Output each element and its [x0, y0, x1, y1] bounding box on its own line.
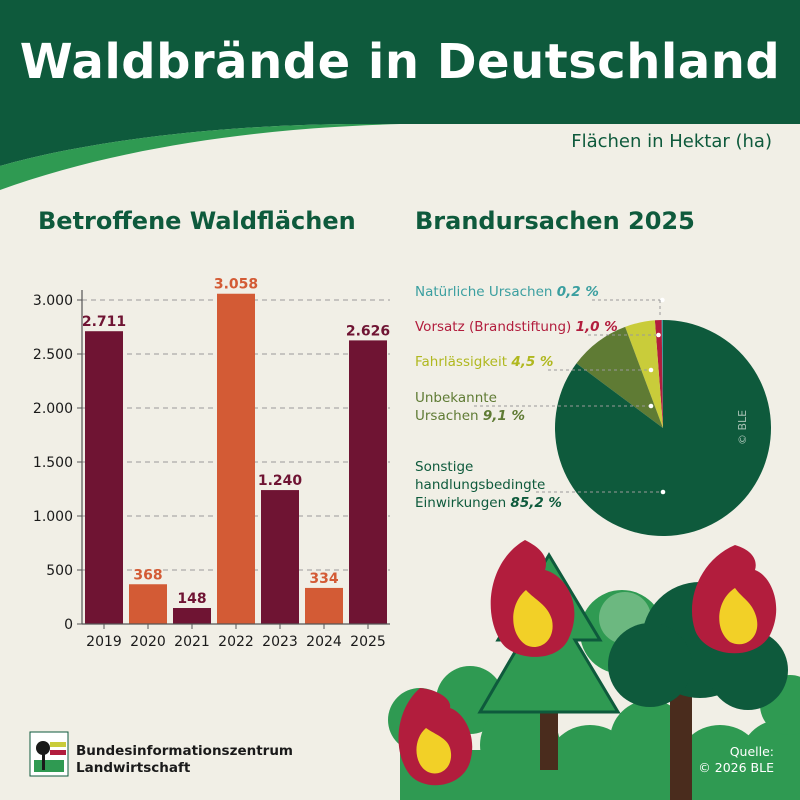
bar-value-label: 3.058 [214, 277, 258, 293]
bar-value-label: 2.711 [82, 314, 126, 330]
flame-icon [490, 540, 575, 657]
page-title: Waldbrände in Deutschland [19, 34, 781, 90]
bar-2023 [261, 490, 299, 624]
watermark: © BLE [736, 409, 749, 445]
leader-dot [648, 403, 654, 409]
y-tick-label: 3.000 [33, 293, 73, 309]
y-tick-label: 0 [64, 617, 73, 633]
source-credit: Quelle: © 2026 BLE [698, 744, 774, 775]
pie-chart-title: Brandursachen 2025 [415, 207, 695, 235]
y-tick-label: 1.500 [33, 455, 73, 471]
bar-2019 [85, 331, 123, 624]
x-tick-label: 2023 [262, 634, 298, 650]
pie-slice-4 [555, 320, 772, 536]
bar-value-label: 148 [177, 591, 206, 607]
flame-icon [398, 688, 473, 786]
bar-2021 [173, 608, 211, 624]
bar-2020 [129, 584, 167, 624]
bar-2024 [305, 587, 343, 624]
org-name: Bundesinformationszentrum Landwirtschaft [76, 743, 294, 776]
legend-item-natural: Natürliche Ursachen 0,2 % [415, 284, 599, 300]
legend-item-other: Sonstige handlungsbedingte Einwirkungen … [415, 459, 562, 511]
leader-dot [656, 332, 661, 338]
bar-2025 [349, 340, 387, 624]
y-tick-label: 1.000 [33, 509, 73, 525]
unit-subtitle: Flächen in Hektar (ha) [571, 131, 772, 152]
x-tick-label: 2019 [86, 634, 122, 650]
bar-value-label: 1.240 [258, 473, 303, 489]
x-tick-label: 2021 [174, 634, 210, 650]
bar-value-label: 2.626 [346, 323, 390, 339]
y-tick-label: 500 [46, 563, 73, 579]
y-tick-label: 2.000 [33, 401, 73, 417]
leader-dot [648, 367, 654, 373]
x-tick-label: 2024 [306, 634, 342, 650]
legend-item-arson: Vorsatz (Brandstiftung) 1,0 % [415, 319, 618, 335]
pie-slice-2 [625, 320, 663, 428]
pie-slice-3 [576, 326, 663, 428]
bar-2022 [217, 293, 255, 624]
bar-value-label: 334 [309, 571, 338, 587]
ble-logo [29, 731, 69, 777]
leader-dot [660, 489, 666, 495]
pie-slice-1 [654, 320, 663, 428]
flame-icon [691, 545, 777, 654]
header-banner [0, 0, 800, 190]
bar-chart-title: Betroffene Waldflächen [38, 207, 356, 235]
bar-value-label: 368 [133, 567, 162, 583]
x-tick-label: 2022 [218, 634, 254, 650]
leader-dot [660, 297, 665, 303]
y-tick-label: 2.500 [33, 347, 73, 363]
legend-item-unknown: Unbekannte Ursachen 9,1 % [415, 390, 526, 424]
x-tick-label: 2025 [350, 634, 386, 650]
pie-slice-0 [661, 320, 663, 428]
legend-item-negligence: Fahrlässigkeit 4,5 % [415, 354, 554, 370]
x-tick-label: 2020 [130, 634, 166, 650]
